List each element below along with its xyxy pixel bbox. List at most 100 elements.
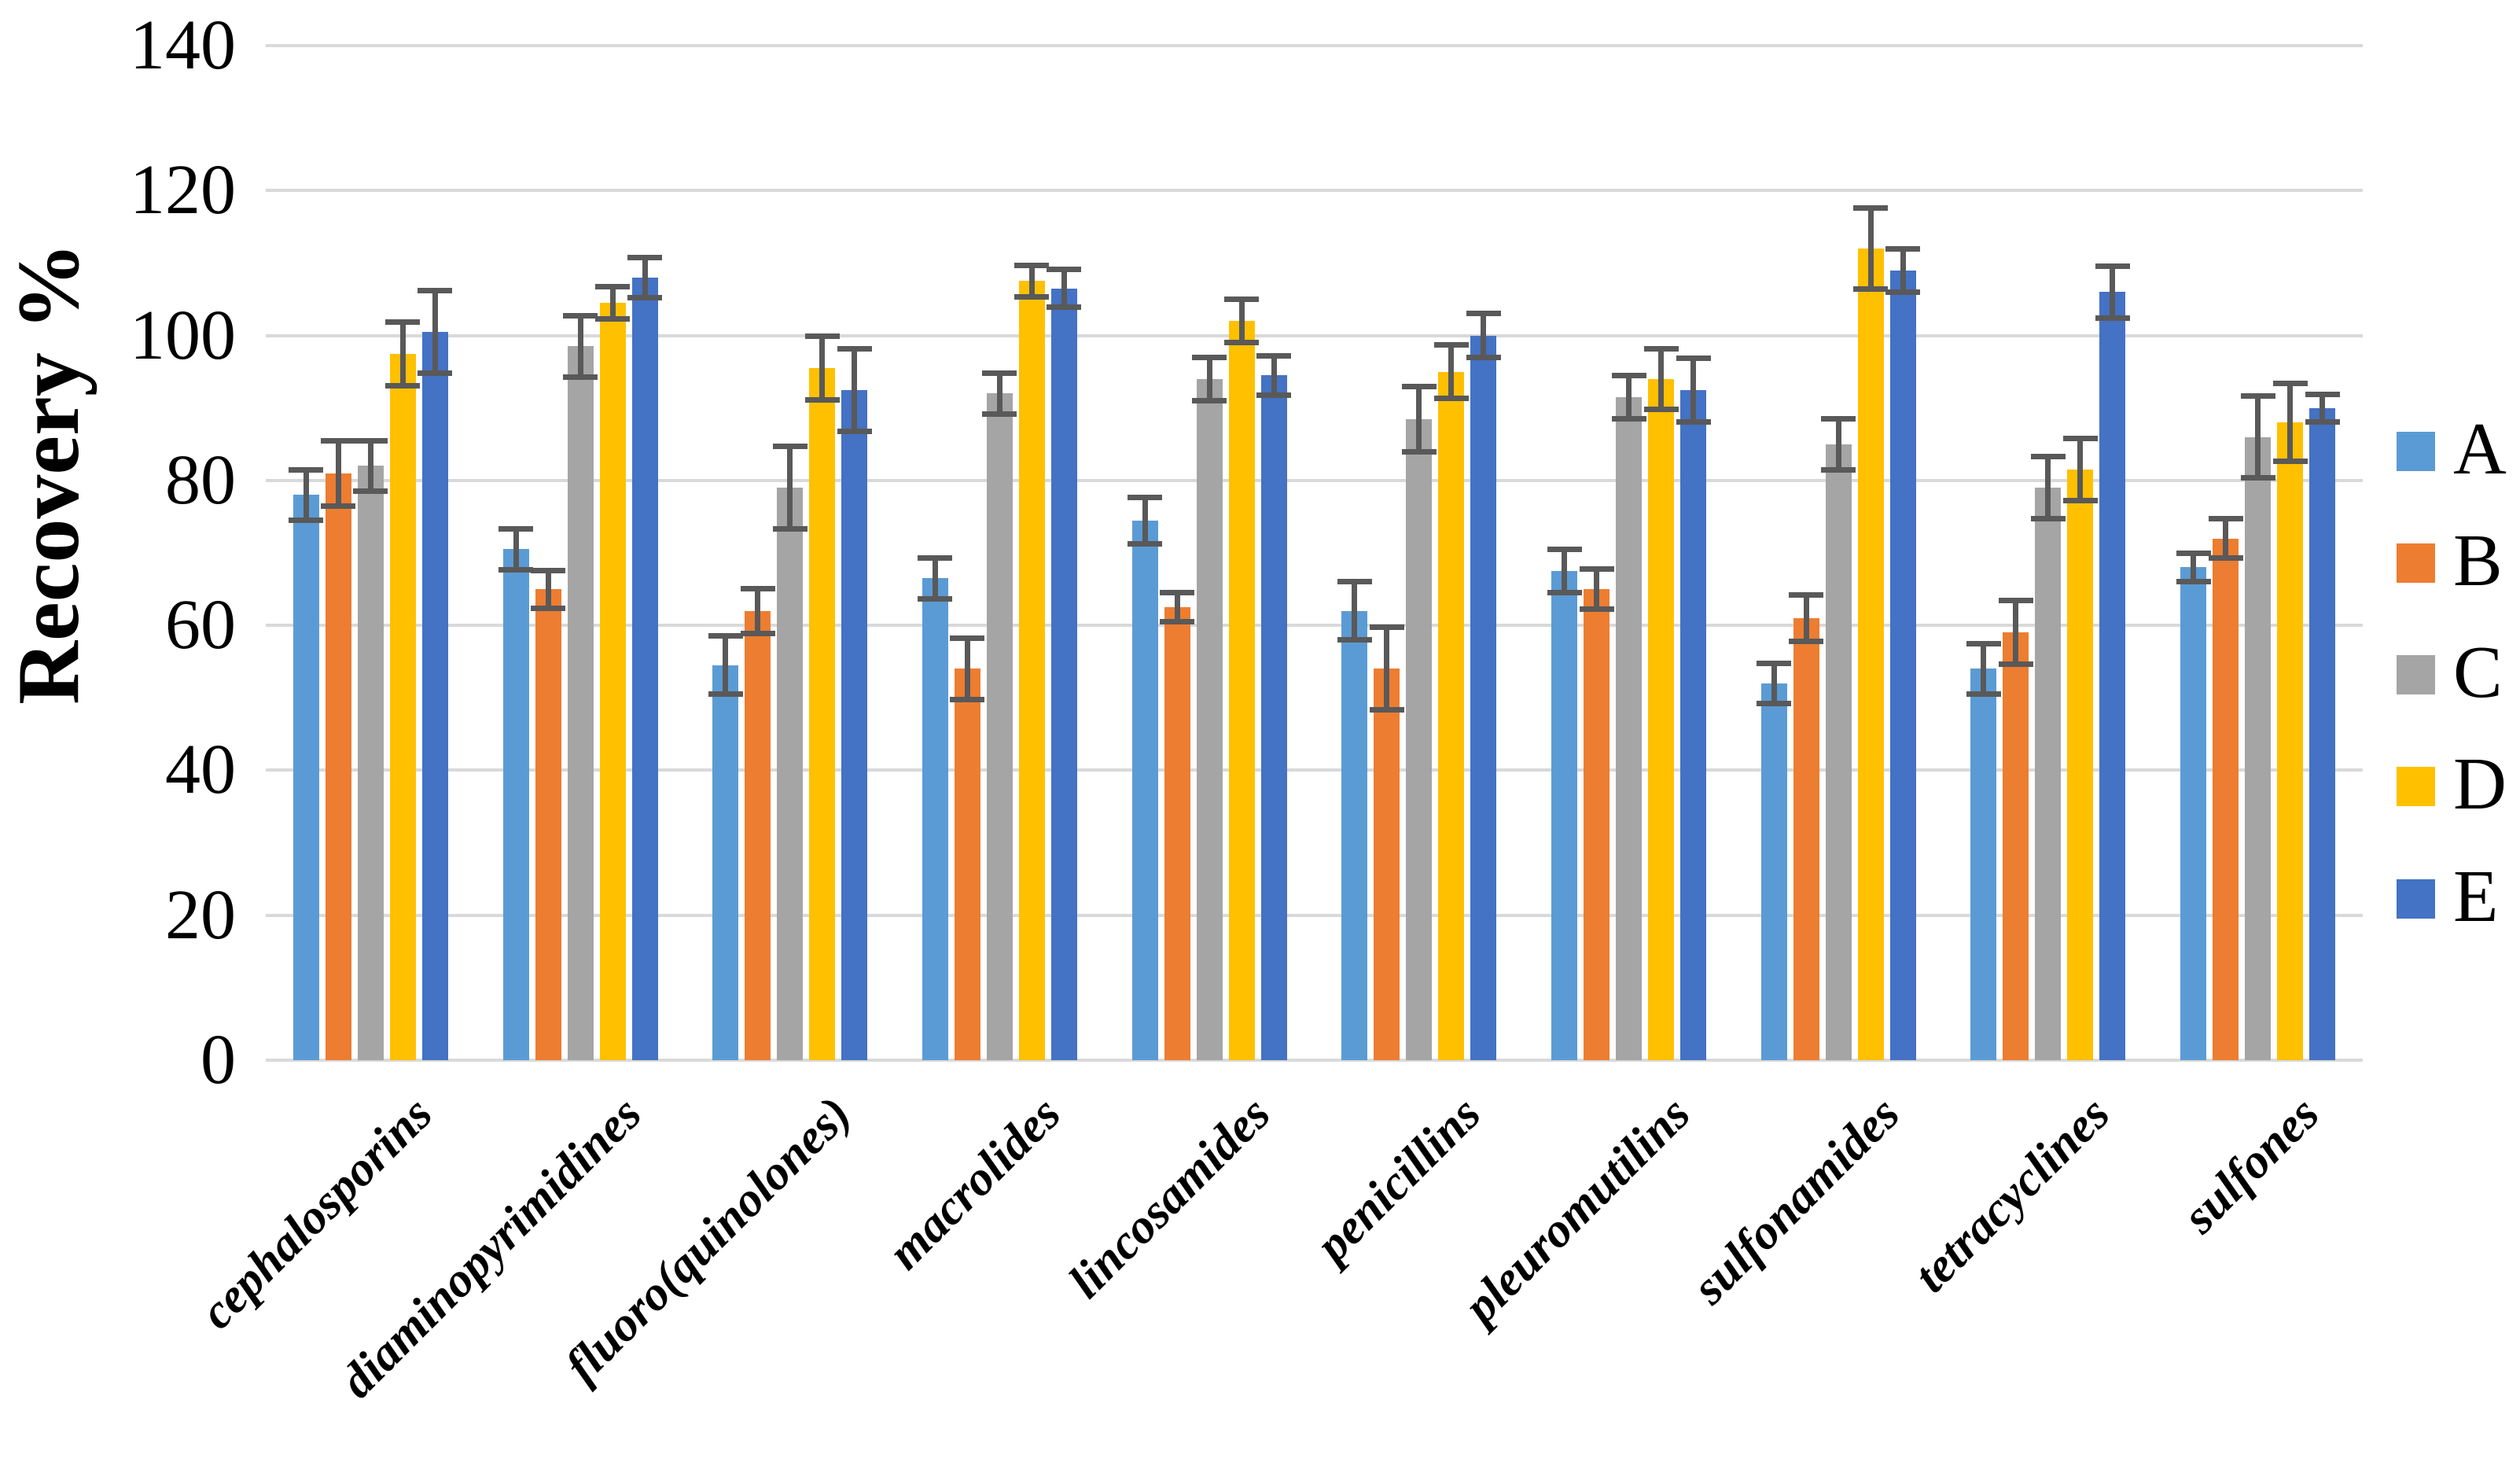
error-bar-line-E-sulfones bbox=[2320, 394, 2326, 422]
bar-B-macrolides bbox=[954, 669, 980, 1060]
bar-A-cephalosporins bbox=[292, 495, 319, 1060]
error-bar-line-B-sulfonamides bbox=[1803, 595, 1809, 642]
bar-A-tetracyclines bbox=[1970, 669, 1997, 1060]
error-bar-cap-bottom-D-cephalosporins bbox=[385, 382, 421, 389]
error-bar-cap-bottom-E-lincosamides bbox=[1256, 392, 1292, 398]
error-bar-line-C-cephalosporins bbox=[367, 440, 373, 492]
bar-A-macrolides bbox=[922, 578, 948, 1060]
error-bar-line-E-macrolides bbox=[1061, 269, 1067, 308]
y-tick-label-80: 80 bbox=[165, 440, 236, 519]
y-tick-label-20: 20 bbox=[165, 875, 236, 954]
error-bar-cap-top-B-pleuromutilins bbox=[1579, 565, 1614, 572]
error-bar-cap-top-D-sulfonamides bbox=[1853, 204, 1889, 211]
bar-E-sulfonamides bbox=[1889, 270, 1916, 1060]
bar-C-cephalosporins bbox=[357, 466, 384, 1060]
error-bar-cap-bottom-C-sulfonamides bbox=[1821, 466, 1856, 473]
error-bar-cap-bottom-A-tetracyclines bbox=[1966, 691, 2001, 698]
error-bar-cap-bottom-E-tetracyclines bbox=[2095, 315, 2130, 321]
bar-B-penicillins bbox=[1374, 669, 1400, 1060]
error-bar-cap-top-E-sulfones bbox=[2305, 391, 2340, 397]
error-bar-line-A-tetracyclines bbox=[1981, 643, 1987, 694]
error-bar-cap-top-D-diaminopyrimidines bbox=[595, 284, 631, 290]
error-bar-cap-bottom-A-sulfonamides bbox=[1757, 701, 1792, 707]
error-bar-cap-top-D-tetracyclines bbox=[2062, 435, 2098, 441]
error-bar-cap-bottom-E-sulfonamides bbox=[1885, 289, 1921, 295]
legend-label-A: A bbox=[2453, 408, 2507, 490]
error-bar-cap-bottom-A-macrolides bbox=[918, 595, 953, 602]
error-bar-cap-top-B-sulfonamides bbox=[1789, 591, 1824, 598]
error-bar-line-A-sulfonamides bbox=[1771, 663, 1777, 704]
error-bar-cap-top-B-sulfones bbox=[2208, 516, 2243, 522]
error-bar-cap-bottom-D-diaminopyrimidines bbox=[595, 315, 631, 322]
error-bar-cap-bottom-E-sulfones bbox=[2305, 418, 2340, 425]
error-bar-cap-top-A-diaminopyrimidines bbox=[498, 526, 534, 532]
error-bar-line-D-diaminopyrimidines bbox=[609, 286, 616, 319]
error-bar-cap-top-A-cephalosporins bbox=[289, 466, 324, 473]
error-bar-cap-top-A-lincosamides bbox=[1128, 494, 1163, 500]
error-bar-cap-bottom-A-lincosamides bbox=[1128, 540, 1163, 547]
bar-D-diaminopyrimidines bbox=[599, 303, 626, 1060]
error-bar-line-E-cephalosporins bbox=[432, 290, 438, 374]
error-bar-line-E-penicillins bbox=[1481, 313, 1487, 358]
error-bar-line-A-penicillins bbox=[1352, 581, 1358, 640]
error-bar-cap-bottom-D-fluoro(quinolones) bbox=[804, 397, 840, 403]
error-bar-cap-bottom-D-macrolides bbox=[1014, 294, 1050, 300]
bar-C-sulfones bbox=[2245, 436, 2272, 1060]
bar-C-fluoro(quinolones) bbox=[777, 488, 804, 1060]
error-bar-cap-bottom-A-sulfones bbox=[2176, 579, 2211, 585]
error-bar-line-A-cephalosporins bbox=[303, 470, 309, 521]
y-tick-label-100: 100 bbox=[130, 296, 236, 374]
error-bar-cap-bottom-B-sulfonamides bbox=[1789, 638, 1824, 644]
error-bar-cap-bottom-C-lincosamides bbox=[1192, 398, 1227, 403]
error-bar-cap-bottom-C-cephalosporins bbox=[353, 488, 388, 495]
error-bar-cap-top-E-penicillins bbox=[1466, 311, 1501, 317]
bar-A-lincosamides bbox=[1131, 520, 1158, 1060]
error-bar-cap-bottom-B-cephalosporins bbox=[321, 503, 356, 509]
bar-B-fluoro(quinolones) bbox=[745, 610, 771, 1060]
error-bar-cap-top-A-sulfones bbox=[2176, 550, 2211, 556]
error-bar-line-C-macrolides bbox=[996, 373, 1002, 414]
x-category-label-penicillins: penicillins bbox=[1305, 1086, 1491, 1273]
error-bar-line-A-pleuromutilins bbox=[1562, 549, 1568, 593]
error-bar-cap-bottom-C-penicillins bbox=[1401, 448, 1437, 455]
legend-label-E: E bbox=[2453, 856, 2499, 937]
legend-swatch-C bbox=[2397, 655, 2435, 694]
error-bar-cap-top-B-fluoro(quinolones) bbox=[740, 585, 775, 591]
error-bar-cap-top-E-sulfonamides bbox=[1885, 245, 1921, 252]
error-bar-cap-bottom-B-macrolides bbox=[950, 696, 985, 702]
error-bar-line-C-sulfones bbox=[2255, 396, 2261, 478]
error-bar-cap-top-A-penicillins bbox=[1337, 579, 1372, 585]
gridline-y-120 bbox=[266, 189, 2363, 193]
bar-A-pleuromutilins bbox=[1551, 571, 1578, 1060]
error-bar-cap-top-C-cephalosporins bbox=[353, 437, 388, 444]
error-bar-cap-top-B-lincosamides bbox=[1160, 590, 1195, 596]
bar-E-fluoro(quinolones) bbox=[841, 389, 868, 1060]
gridline-y-60 bbox=[266, 624, 2363, 628]
x-category-label-sulfones: sulfones bbox=[2172, 1086, 2330, 1244]
error-bar-cap-top-C-tetracyclines bbox=[2030, 453, 2066, 459]
error-bar-line-B-tetracyclines bbox=[2013, 600, 2019, 665]
error-bar-cap-bottom-E-macrolides bbox=[1047, 304, 1082, 311]
bar-A-fluoro(quinolones) bbox=[712, 665, 739, 1060]
error-bar-cap-bottom-E-fluoro(quinolones) bbox=[837, 428, 872, 434]
error-bar-cap-bottom-E-diaminopyrimidines bbox=[627, 295, 663, 301]
bar-A-penicillins bbox=[1341, 610, 1368, 1060]
error-bar-cap-top-C-lincosamides bbox=[1192, 354, 1227, 360]
error-bar-cap-top-B-penicillins bbox=[1369, 624, 1404, 631]
error-bar-cap-bottom-B-sulfones bbox=[2208, 554, 2243, 561]
error-bar-cap-bottom-A-cephalosporins bbox=[289, 518, 324, 524]
bar-E-macrolides bbox=[1050, 288, 1077, 1060]
bar-D-penicillins bbox=[1438, 371, 1465, 1060]
bar-B-lincosamides bbox=[1164, 607, 1190, 1060]
error-bar-line-D-penicillins bbox=[1448, 344, 1455, 399]
error-bar-line-D-sulfones bbox=[2287, 383, 2294, 462]
bar-B-sulfones bbox=[2213, 538, 2239, 1060]
error-bar-line-C-fluoro(quinolones) bbox=[787, 446, 793, 529]
error-bar-cap-bottom-C-sulfones bbox=[2240, 474, 2275, 481]
error-bar-line-C-pleuromutilins bbox=[1626, 375, 1632, 419]
error-bar-cap-top-A-macrolides bbox=[918, 554, 953, 561]
error-bar-cap-bottom-E-cephalosporins bbox=[418, 370, 453, 376]
bar-B-cephalosporins bbox=[325, 473, 351, 1060]
bar-C-macrolides bbox=[986, 393, 1013, 1060]
error-bar-line-B-penicillins bbox=[1384, 627, 1390, 710]
